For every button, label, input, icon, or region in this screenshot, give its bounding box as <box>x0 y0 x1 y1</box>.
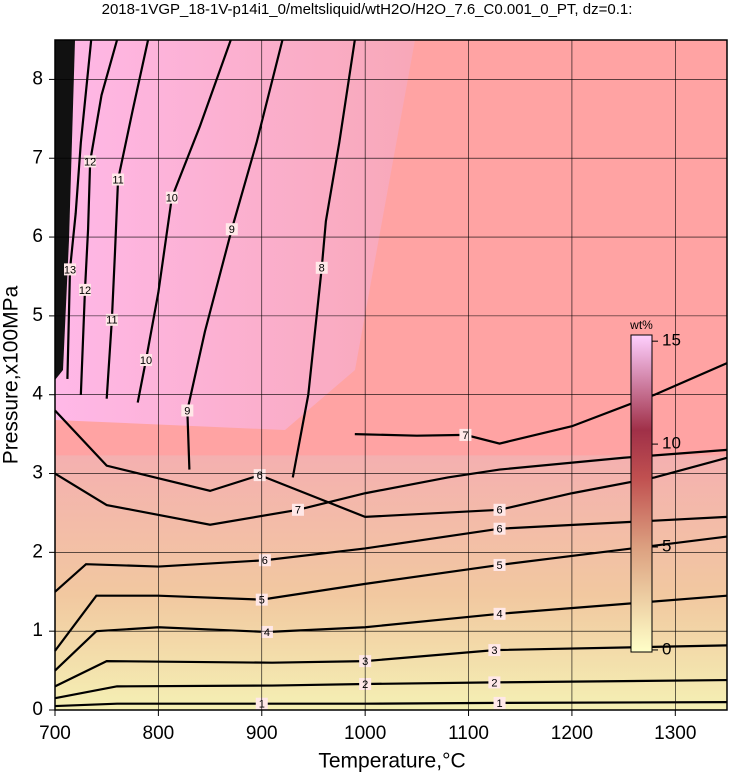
plot-frame <box>54 39 728 711</box>
x-axis-label: Temperature,°C <box>318 750 465 773</box>
contour-line <box>54 644 728 688</box>
colorbar-tick-label: 10 <box>662 434 681 453</box>
contour-label-bg <box>181 404 194 417</box>
y-tick-label: 8 <box>32 68 43 89</box>
contour-label: 1 <box>496 698 502 710</box>
colorbar-tick-label: 0 <box>662 639 671 658</box>
contour-label-bg <box>105 313 118 326</box>
contour-label: 6 <box>496 524 502 536</box>
background-lower <box>55 455 727 710</box>
contour-label: 9 <box>184 405 190 417</box>
x-tick-label: 1000 <box>344 723 386 744</box>
contour-label: 5 <box>496 560 502 572</box>
contour-label-bg <box>493 607 506 620</box>
contour-line <box>54 678 728 700</box>
contour-label-bg <box>291 503 304 516</box>
y-tick-label: 0 <box>32 699 43 720</box>
contour-label: 7 <box>462 430 468 442</box>
x-tick-label: 900 <box>246 723 278 744</box>
contour-label: 12 <box>79 285 91 297</box>
contour-label-bg <box>260 625 273 638</box>
contour-label-bg <box>112 173 125 186</box>
contour-label: 10 <box>140 355 152 367</box>
contour-label-bg <box>493 503 506 516</box>
contour-label: 6 <box>257 470 263 482</box>
colorbar-tick-label: 15 <box>662 331 681 350</box>
y-tick-label: 3 <box>32 463 43 484</box>
contour-label: 2 <box>491 677 497 689</box>
contour-label: 10 <box>166 193 178 205</box>
contour-label: 7 <box>295 505 301 517</box>
contour-label-bg <box>493 696 506 709</box>
y-tick-label: 7 <box>32 147 43 168</box>
contour-line <box>54 701 728 708</box>
contour-label-bg <box>63 263 76 276</box>
colorbar-label: wt% <box>629 318 653 332</box>
contour-label: 3 <box>491 645 497 657</box>
contour-line <box>79 39 119 395</box>
contour-label-bg <box>165 191 178 204</box>
x-tick-label: 1300 <box>654 723 696 744</box>
contour-label: 6 <box>262 555 268 567</box>
contour-line <box>136 39 232 403</box>
x-tick-label: 700 <box>39 723 71 744</box>
y-tick-label: 4 <box>32 384 43 405</box>
y-tick-label: 6 <box>32 226 43 247</box>
x-tick-label: 800 <box>143 723 175 744</box>
contour-line <box>186 39 284 470</box>
contour-label: 4 <box>496 609 502 621</box>
contour-label-bg <box>488 676 501 689</box>
dense-region <box>55 40 75 380</box>
contour-label: 4 <box>264 627 270 639</box>
y-tick-label: 5 <box>32 305 43 326</box>
contour-label-bg <box>139 354 152 367</box>
contour-label-bg <box>488 644 501 657</box>
y-tick-label: 1 <box>32 620 43 641</box>
contour-line <box>105 39 150 399</box>
contour-label: 6 <box>496 505 502 517</box>
contour-label: 8 <box>319 263 325 275</box>
y-tick-label: 2 <box>32 541 43 562</box>
x-tick-label: 1200 <box>551 723 593 744</box>
contour-label: 13 <box>64 264 76 276</box>
chart-title: 2018-1VGP_18-1V-p14i1_0/meltsliquid/wtH2… <box>102 1 633 18</box>
colorbar-tick-label: 5 <box>662 537 671 556</box>
contour-label-bg <box>493 558 506 571</box>
colorbar <box>630 334 653 653</box>
y-axis-label: Pressure,x100MPa <box>0 285 23 464</box>
contour-line <box>291 39 356 478</box>
contour-label: 11 <box>112 174 123 186</box>
contour-label: 11 <box>106 315 117 327</box>
contour-label: 12 <box>84 156 96 168</box>
contour-label-bg <box>253 469 266 482</box>
contour-label: 9 <box>229 224 235 236</box>
contour-label-bg <box>225 223 238 236</box>
contour-label-bg <box>78 283 91 296</box>
x-tick-label: 1100 <box>448 723 489 744</box>
contour-label-bg <box>493 522 506 535</box>
contour-line <box>66 39 93 379</box>
contour-label-bg <box>315 261 328 274</box>
plot-area: 1 12 233445566766789910101111121213wt%0510… <box>54 39 728 711</box>
